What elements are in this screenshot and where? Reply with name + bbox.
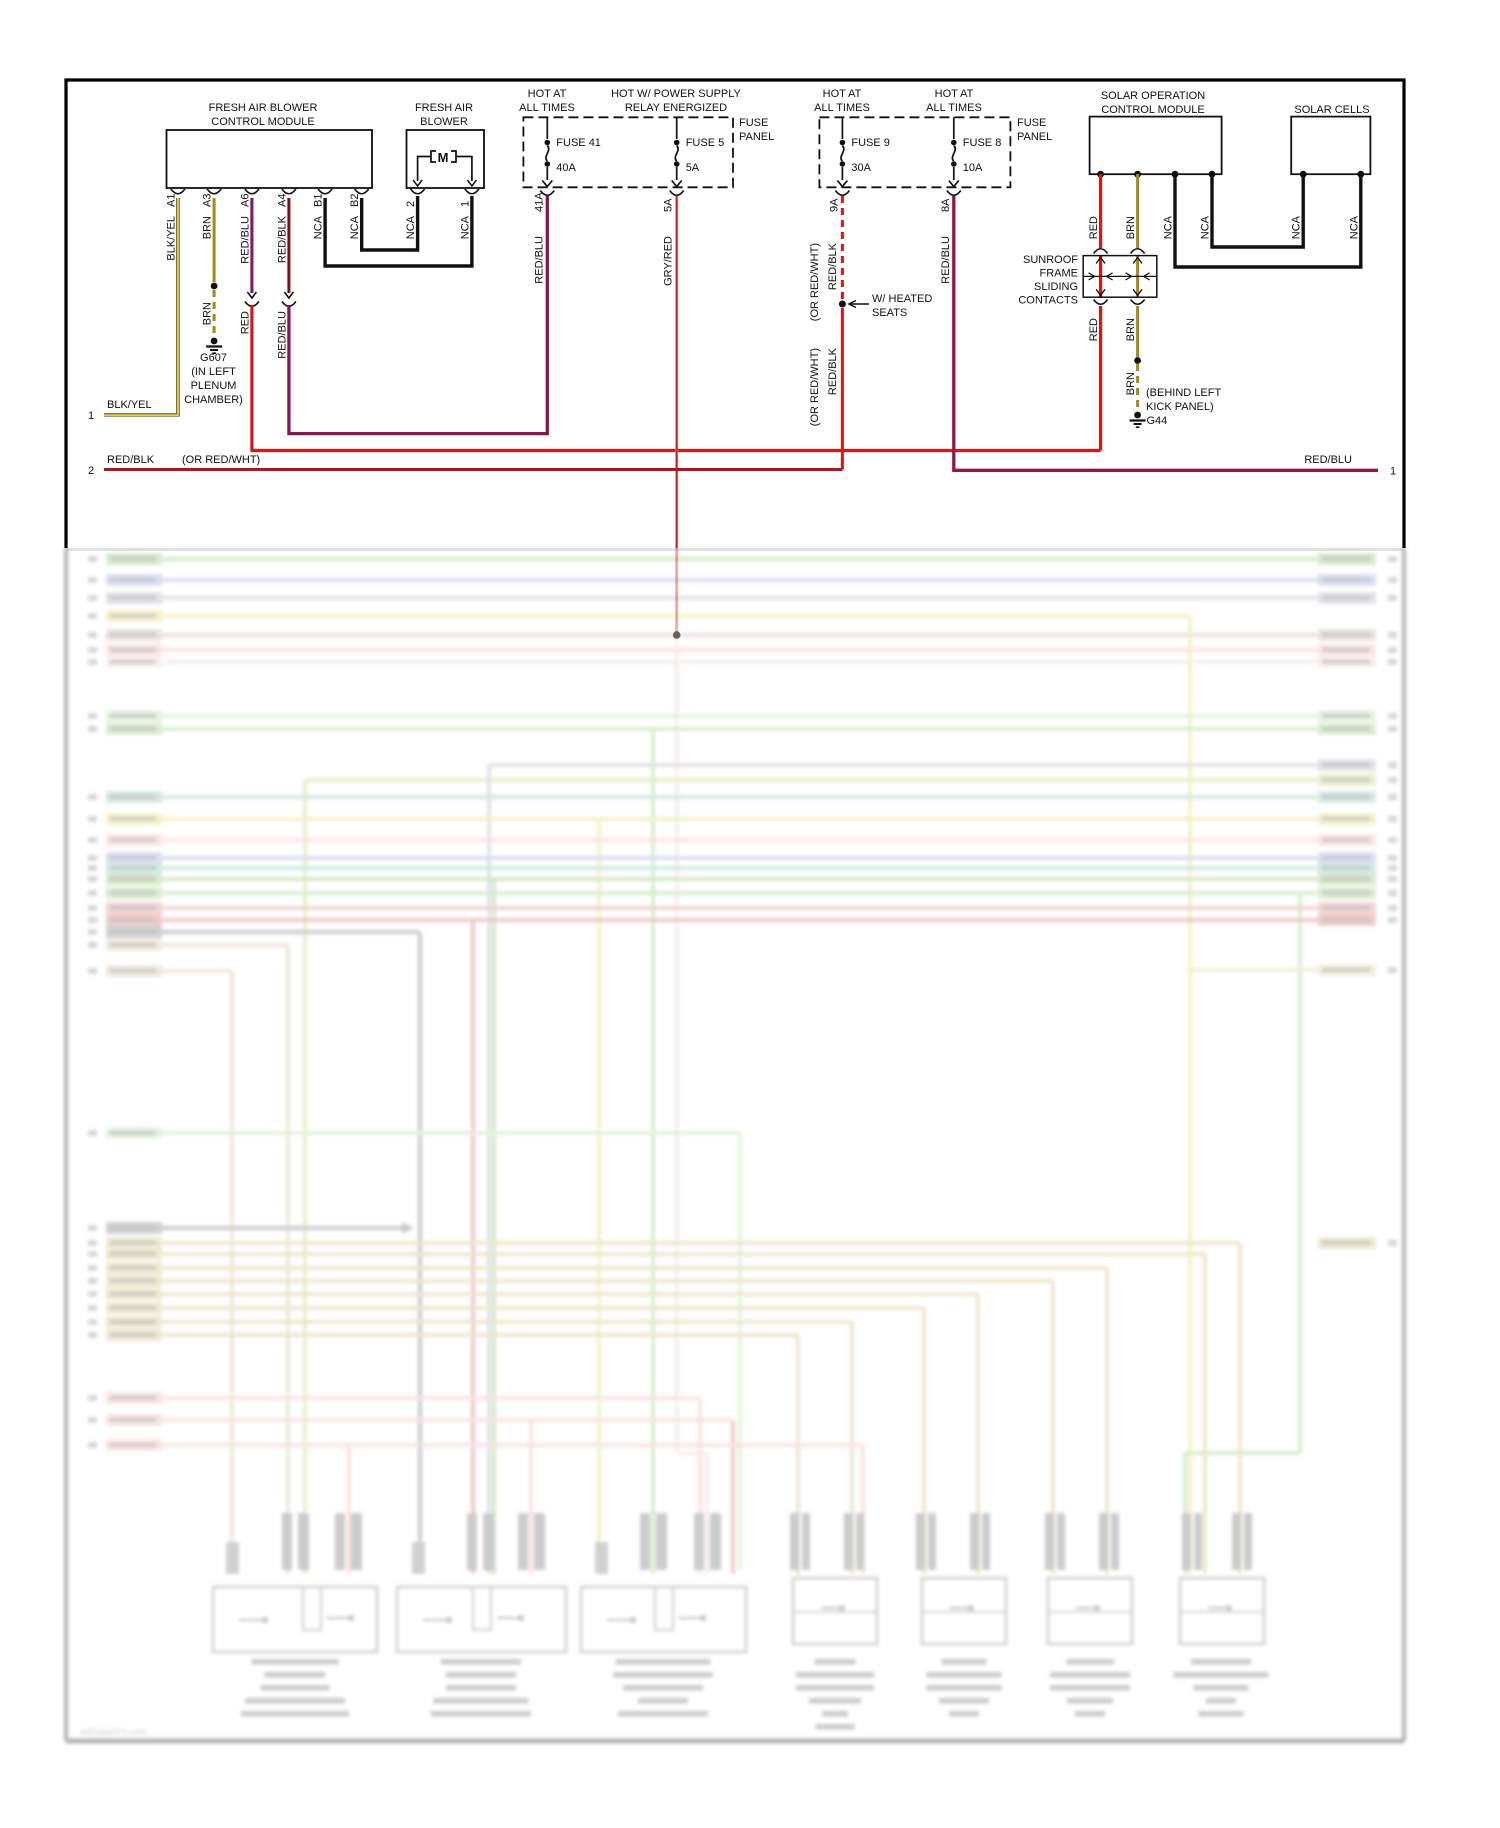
svg-text:PANEL: PANEL xyxy=(739,131,774,143)
svg-text:FUSE 41: FUSE 41 xyxy=(556,137,601,149)
svg-text:B2: B2 xyxy=(349,194,361,207)
svg-text:CHAMBER): CHAMBER) xyxy=(184,394,243,406)
svg-text:B1: B1 xyxy=(313,194,325,207)
svg-text:(IN LEFT: (IN LEFT xyxy=(191,366,236,378)
svg-text:A1: A1 xyxy=(165,194,177,207)
svg-text:ALL TIMES: ALL TIMES xyxy=(814,102,870,114)
svg-text:RED/BLK: RED/BLK xyxy=(276,215,288,263)
svg-text:(OR RED/WHT): (OR RED/WHT) xyxy=(809,243,821,321)
svg-text:SEATS: SEATS xyxy=(872,307,907,319)
svg-text:41A: 41A xyxy=(533,192,545,212)
svg-text:BRN: BRN xyxy=(1125,216,1137,239)
svg-text:A4: A4 xyxy=(276,194,288,207)
svg-text:ALL TIMES: ALL TIMES xyxy=(926,102,982,114)
svg-text:RED/BLU: RED/BLU xyxy=(940,236,952,284)
svg-text:FRESH AIR: FRESH AIR xyxy=(415,102,473,114)
svg-text:FUSE 8: FUSE 8 xyxy=(963,137,1002,149)
svg-text:FUSE 9: FUSE 9 xyxy=(851,137,890,149)
svg-text:W/ HEATED: W/ HEATED xyxy=(872,293,932,305)
svg-text:RED/BLU: RED/BLU xyxy=(276,311,288,359)
svg-text:BLK/YEL: BLK/YEL xyxy=(107,399,152,411)
svg-text:BLOWER: BLOWER xyxy=(420,116,468,128)
svg-text:2: 2 xyxy=(88,465,94,477)
svg-text:1: 1 xyxy=(88,410,94,422)
svg-text:BRN: BRN xyxy=(202,216,214,239)
svg-text:ALL TIMES: ALL TIMES xyxy=(519,102,575,114)
svg-text:AllDataDIY.com: AllDataDIY.com xyxy=(80,1727,147,1737)
svg-text:FRESH AIR BLOWER: FRESH AIR BLOWER xyxy=(209,102,318,114)
svg-text:M: M xyxy=(438,150,449,165)
svg-text:(OR RED/WHT): (OR RED/WHT) xyxy=(809,348,821,426)
svg-text:RED: RED xyxy=(1088,216,1100,239)
svg-text:A3: A3 xyxy=(202,194,214,207)
svg-text:BLK/YEL: BLK/YEL xyxy=(165,216,177,261)
svg-text:FUSE: FUSE xyxy=(739,117,768,129)
svg-text:HOT W/ POWER SUPPLY: HOT W/ POWER SUPPLY xyxy=(611,88,741,100)
svg-text:HOT AT: HOT AT xyxy=(528,88,567,100)
svg-text:8A: 8A xyxy=(940,198,952,212)
svg-text:CONTACTS: CONTACTS xyxy=(1018,295,1078,307)
svg-text:SLIDING: SLIDING xyxy=(1034,281,1078,293)
svg-text:RED/BLU: RED/BLU xyxy=(239,216,251,264)
svg-text:BRN: BRN xyxy=(1125,318,1137,341)
svg-text:9A: 9A xyxy=(828,198,840,212)
svg-text:(OR RED/WHT): (OR RED/WHT) xyxy=(182,454,260,466)
svg-text:1: 1 xyxy=(1390,466,1396,478)
svg-text:30A: 30A xyxy=(851,162,871,174)
svg-text:SOLAR OPERATION: SOLAR OPERATION xyxy=(1101,90,1205,102)
svg-text:FUSE: FUSE xyxy=(1017,117,1046,129)
svg-text:2: 2 xyxy=(405,201,417,207)
svg-text:NCA: NCA xyxy=(405,215,417,239)
svg-text:RED: RED xyxy=(1088,318,1100,341)
svg-text:RED: RED xyxy=(239,311,251,334)
svg-text:BRN: BRN xyxy=(1125,372,1137,395)
svg-text:RELAY ENERGIZED: RELAY ENERGIZED xyxy=(625,102,727,114)
svg-text:NCA: NCA xyxy=(313,215,325,239)
svg-text:RED/BLU: RED/BLU xyxy=(1304,454,1352,466)
svg-text:FRAME: FRAME xyxy=(1040,268,1079,280)
svg-text:SOLAR CELLS: SOLAR CELLS xyxy=(1294,104,1369,116)
svg-text:CONTROL MODULE: CONTROL MODULE xyxy=(211,116,315,128)
svg-text:RED/BLK: RED/BLK xyxy=(827,242,839,290)
svg-text:G607: G607 xyxy=(200,352,227,364)
svg-text:1: 1 xyxy=(459,201,471,207)
svg-text:RED/BLU: RED/BLU xyxy=(533,236,545,284)
svg-text:CONTROL MODULE: CONTROL MODULE xyxy=(1101,104,1205,116)
svg-text:40A: 40A xyxy=(556,162,576,174)
svg-text:5A: 5A xyxy=(686,162,700,174)
svg-text:HOT AT: HOT AT xyxy=(935,88,974,100)
svg-text:(BEHIND LEFT: (BEHIND LEFT xyxy=(1146,387,1221,399)
svg-text:RED/BLK: RED/BLK xyxy=(827,347,839,395)
svg-text:FUSE 5: FUSE 5 xyxy=(686,137,725,149)
svg-text:NCA: NCA xyxy=(1348,215,1360,239)
svg-text:RED/BLK: RED/BLK xyxy=(107,454,155,466)
svg-text:PLENUM: PLENUM xyxy=(191,380,237,392)
svg-text:PANEL: PANEL xyxy=(1017,131,1052,143)
svg-text:5A: 5A xyxy=(663,198,675,212)
svg-text:KICK PANEL): KICK PANEL) xyxy=(1146,401,1214,413)
svg-text:SUNROOF: SUNROOF xyxy=(1023,254,1078,266)
svg-text:NCA: NCA xyxy=(349,215,361,239)
svg-text:NCA: NCA xyxy=(1200,215,1212,239)
svg-text:NCA: NCA xyxy=(1291,215,1303,239)
svg-text:NCA: NCA xyxy=(459,215,471,239)
svg-text:10A: 10A xyxy=(963,162,983,174)
svg-text:G44: G44 xyxy=(1147,415,1168,427)
svg-text:A6: A6 xyxy=(239,194,251,207)
svg-text:HOT AT: HOT AT xyxy=(823,88,862,100)
svg-text:GRY/RED: GRY/RED xyxy=(663,236,675,286)
svg-text:NCA: NCA xyxy=(1163,215,1175,239)
svg-text:BRN: BRN xyxy=(202,302,214,325)
